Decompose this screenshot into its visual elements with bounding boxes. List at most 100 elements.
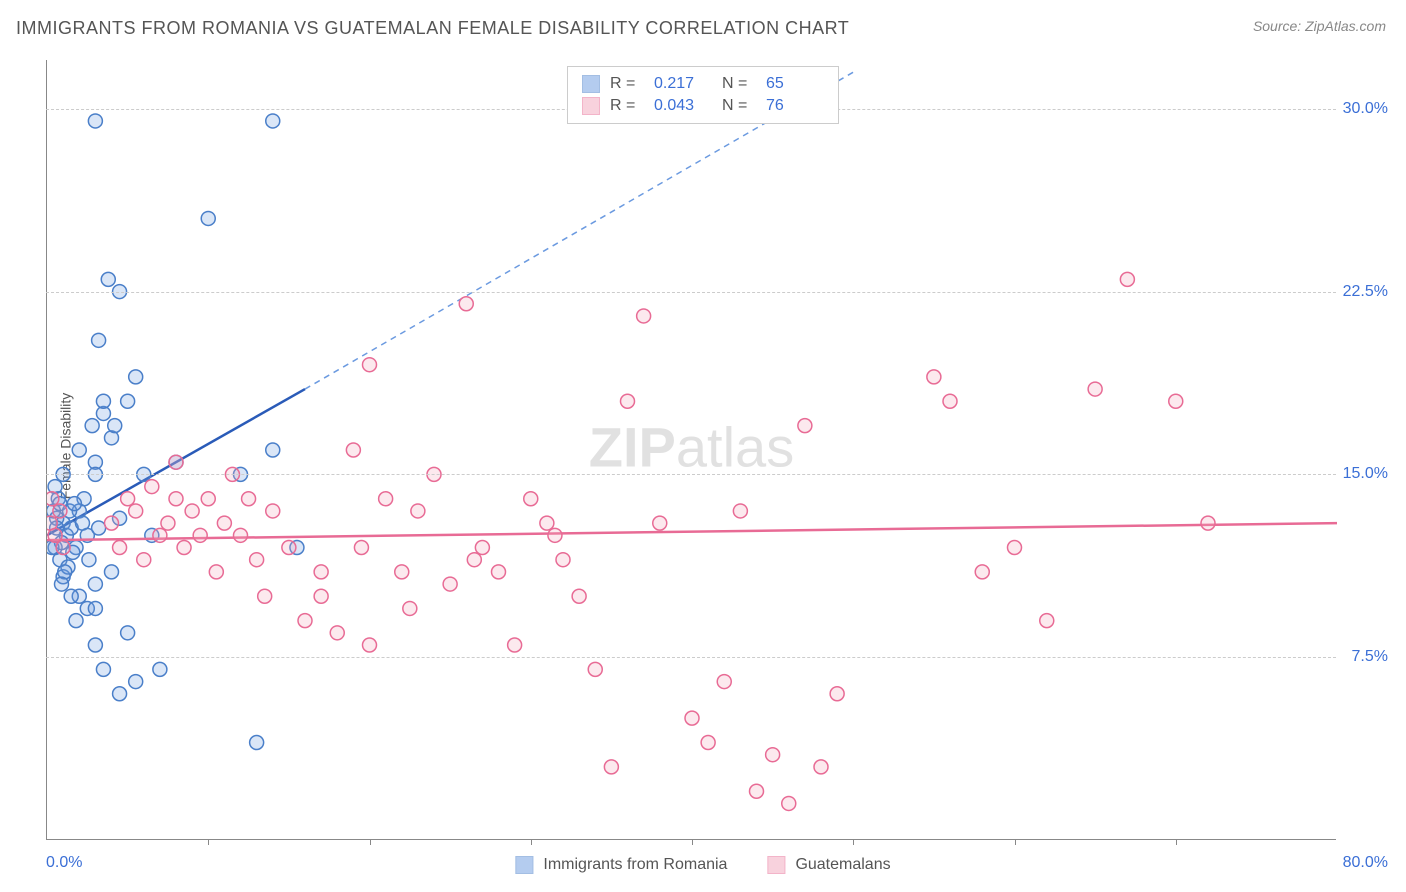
data-point-guatemalans: [363, 638, 377, 652]
data-point-guatemalans: [330, 626, 344, 640]
legend-corr-row-romania: R =0.217N =65: [582, 73, 824, 95]
data-point-guatemalans: [548, 528, 562, 542]
legend-item-guatemalans: Guatemalans: [767, 856, 890, 874]
data-point-guatemalans: [250, 553, 264, 567]
data-point-guatemalans: [604, 760, 618, 774]
data-point-romania: [121, 626, 135, 640]
data-point-guatemalans: [201, 492, 215, 506]
data-point-romania: [250, 736, 264, 750]
data-point-romania: [64, 589, 78, 603]
x-tick: [208, 839, 209, 845]
plot-svg: [47, 60, 1337, 840]
data-point-guatemalans: [685, 711, 699, 725]
y-tick-label: 15.0%: [1343, 465, 1388, 483]
data-point-guatemalans: [242, 492, 256, 506]
data-point-guatemalans: [56, 541, 70, 555]
data-point-romania: [113, 687, 127, 701]
r-label: R =: [610, 75, 644, 93]
data-point-romania: [96, 662, 110, 676]
data-point-guatemalans: [105, 516, 119, 530]
data-point-guatemalans: [282, 541, 296, 555]
y-tick-label: 22.5%: [1343, 283, 1388, 301]
data-point-guatemalans: [113, 541, 127, 555]
data-point-guatemalans: [47, 492, 59, 506]
gridline-horizontal: [46, 657, 1336, 658]
data-point-romania: [266, 443, 280, 457]
data-point-romania: [67, 497, 81, 511]
data-point-guatemalans: [177, 541, 191, 555]
data-point-romania: [85, 419, 99, 433]
data-point-romania: [129, 675, 143, 689]
data-point-romania: [55, 577, 69, 591]
data-point-guatemalans: [161, 516, 175, 530]
data-point-guatemalans: [209, 565, 223, 579]
data-point-guatemalans: [492, 565, 506, 579]
data-point-guatemalans: [153, 528, 167, 542]
x-tick: [853, 839, 854, 845]
data-point-guatemalans: [701, 736, 715, 750]
data-point-romania: [88, 114, 102, 128]
data-point-guatemalans: [621, 394, 635, 408]
r-value-romania: 0.217: [654, 75, 712, 93]
x-tick: [1015, 839, 1016, 845]
chart-title: IMMIGRANTS FROM ROMANIA VS GUATEMALAN FE…: [16, 18, 849, 39]
y-tick-label: 30.0%: [1343, 100, 1388, 118]
data-point-guatemalans: [637, 309, 651, 323]
data-point-romania: [201, 211, 215, 225]
legend-series: Immigrants from Romania Guatemalans: [515, 856, 890, 874]
data-point-guatemalans: [129, 504, 143, 518]
legend-item-romania: Immigrants from Romania: [515, 856, 727, 874]
data-point-romania: [108, 419, 122, 433]
data-point-guatemalans: [1120, 272, 1134, 286]
data-point-guatemalans: [48, 528, 62, 542]
data-point-guatemalans: [395, 565, 409, 579]
data-point-guatemalans: [572, 589, 586, 603]
gridline-horizontal: [46, 292, 1336, 293]
data-point-guatemalans: [1169, 394, 1183, 408]
data-point-guatemalans: [524, 492, 538, 506]
data-point-guatemalans: [193, 528, 207, 542]
data-point-guatemalans: [975, 565, 989, 579]
data-point-guatemalans: [258, 589, 272, 603]
data-point-guatemalans: [145, 480, 159, 494]
data-point-guatemalans: [927, 370, 941, 384]
data-point-romania: [88, 638, 102, 652]
data-point-romania: [101, 272, 115, 286]
data-point-guatemalans: [403, 601, 417, 615]
n-value-romania: 65: [766, 75, 824, 93]
data-point-guatemalans: [234, 528, 248, 542]
legend-correlation-box: R =0.217N =65R =0.043N =76: [567, 66, 839, 124]
data-point-romania: [72, 443, 86, 457]
x-tick: [370, 839, 371, 845]
x-tick: [1176, 839, 1177, 845]
data-point-guatemalans: [766, 748, 780, 762]
gridline-horizontal: [46, 474, 1336, 475]
data-point-romania: [153, 662, 167, 676]
r-value-guatemalans: 0.043: [654, 97, 712, 115]
data-point-guatemalans: [467, 553, 481, 567]
legend-label-romania: Immigrants from Romania: [543, 856, 727, 874]
x-tick: [692, 839, 693, 845]
data-point-romania: [121, 394, 135, 408]
data-point-guatemalans: [540, 516, 554, 530]
data-point-guatemalans: [830, 687, 844, 701]
chart-plot-area: ZIPatlas: [46, 60, 1336, 840]
data-point-guatemalans: [169, 492, 183, 506]
data-point-guatemalans: [298, 614, 312, 628]
data-point-romania: [129, 370, 143, 384]
data-point-guatemalans: [443, 577, 457, 591]
data-point-guatemalans: [1201, 516, 1215, 530]
data-point-guatemalans: [185, 504, 199, 518]
data-point-guatemalans: [169, 455, 183, 469]
data-point-romania: [69, 614, 83, 628]
x-axis-origin-label: 0.0%: [46, 854, 82, 872]
data-point-romania: [96, 394, 110, 408]
swatch-romania: [582, 75, 600, 93]
x-axis-max-label: 80.0%: [1343, 854, 1388, 872]
data-point-guatemalans: [1040, 614, 1054, 628]
data-point-guatemalans: [363, 358, 377, 372]
data-point-guatemalans: [798, 419, 812, 433]
data-point-guatemalans: [556, 553, 570, 567]
data-point-guatemalans: [475, 541, 489, 555]
legend-corr-row-guatemalans: R =0.043N =76: [582, 95, 824, 117]
